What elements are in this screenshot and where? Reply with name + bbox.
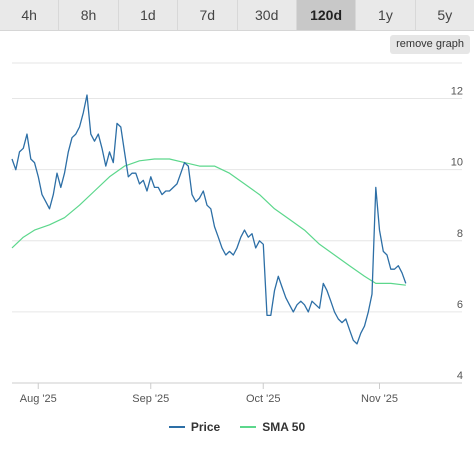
- y-tick-label: 6: [457, 299, 463, 311]
- x-tick-label: Sep '25: [132, 393, 169, 405]
- chart-gridlines: [12, 62, 462, 384]
- series-line-price: [11, 94, 407, 345]
- tab-120d[interactable]: 120d: [296, 0, 357, 30]
- x-axis-ticks: Aug '25 Sep '25 Oct '25 Nov '25: [20, 383, 398, 405]
- tab-5y[interactable]: 5y: [415, 0, 474, 30]
- x-tick-label: Nov '25: [361, 393, 398, 405]
- legend-swatch: [240, 426, 257, 428]
- y-tick-label: 10: [451, 157, 463, 169]
- x-tick-label: Oct '25: [246, 393, 281, 405]
- remove-graph-button[interactable]: remove graph: [390, 35, 470, 54]
- legend-swatch: [168, 426, 185, 428]
- tab-4h[interactable]: 4h: [0, 0, 60, 30]
- chart-series: [11, 94, 407, 345]
- chart-legend: Price SMA 50: [0, 420, 474, 434]
- tab-1y[interactable]: 1y: [356, 0, 416, 30]
- tab-8h[interactable]: 8h: [59, 0, 119, 30]
- legend-label: Price: [190, 420, 221, 434]
- y-tick-label: 4: [457, 370, 463, 382]
- timeframe-tabs: 4h 8h 1d 7d 30d 120d 1y 5y: [0, 0, 474, 31]
- tab-1d[interactable]: 1d: [118, 0, 179, 30]
- price-chart: 4 6 8 10 12 Aug '25 Sep '25 Oct '25 Nov '25: [11, 62, 463, 405]
- y-axis-ticks: 4 6 8 10 12: [451, 86, 463, 382]
- legend-item-price[interactable]: Price: [168, 420, 221, 434]
- y-tick-label: 8: [457, 228, 463, 240]
- legend-item-sma[interactable]: SMA 50: [240, 420, 305, 434]
- x-tick-label: Aug '25: [20, 393, 57, 405]
- tab-7d[interactable]: 7d: [178, 0, 238, 30]
- legend-label: SMA 50: [262, 420, 306, 434]
- series-line-sma: [11, 158, 406, 286]
- tab-30d[interactable]: 30d: [237, 0, 297, 30]
- y-tick-label: 12: [451, 86, 463, 98]
